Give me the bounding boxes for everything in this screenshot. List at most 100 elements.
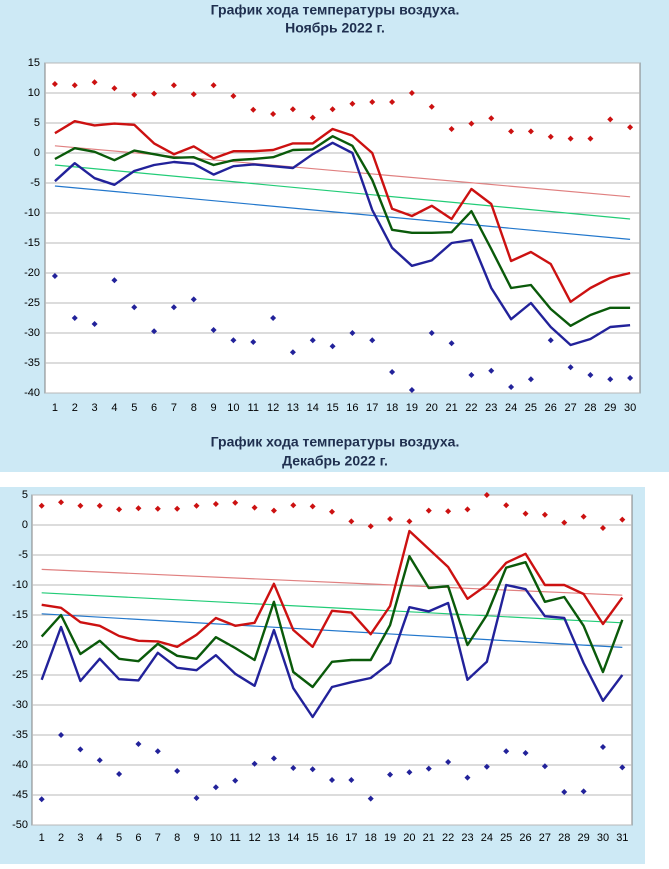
x-tick-label: 3	[92, 402, 98, 414]
x-tick-label: 6	[135, 832, 141, 844]
marker	[329, 343, 336, 350]
marker	[170, 82, 177, 89]
marker	[290, 502, 297, 509]
marker	[619, 516, 626, 523]
marker	[91, 79, 98, 86]
marker	[91, 321, 98, 327]
marker	[408, 387, 415, 393]
marker	[567, 364, 574, 371]
x-tick-label: 2	[72, 402, 78, 414]
marker	[406, 518, 413, 525]
x-tick-label: 7	[171, 402, 177, 414]
y-tick-label: 15	[28, 57, 40, 69]
x-tick-label: 8	[191, 402, 197, 414]
x-tick-label: 20	[426, 402, 438, 414]
x-tick-label: 14	[307, 402, 319, 414]
marker	[289, 106, 296, 113]
marker	[627, 124, 634, 131]
marker	[580, 513, 587, 520]
x-tick-label: 27	[539, 832, 551, 844]
marker	[508, 128, 515, 135]
x-tick-label: 20	[403, 832, 415, 844]
marker	[580, 788, 587, 795]
marker	[270, 315, 277, 321]
marker	[232, 777, 239, 784]
y-tick-label: 0	[22, 519, 28, 531]
x-tick-label: 17	[345, 832, 357, 844]
marker	[58, 732, 65, 738]
marker	[348, 518, 355, 525]
marker	[349, 100, 356, 107]
marker	[445, 508, 452, 515]
marker	[541, 511, 548, 518]
x-tick-label: 28	[584, 402, 596, 414]
marker	[309, 503, 316, 510]
x-tick-label: 15	[307, 832, 319, 844]
marker	[230, 337, 237, 344]
marker	[230, 93, 237, 99]
marker	[270, 507, 277, 514]
trend-line	[41, 613, 623, 648]
chart-subtitle: Декабрь 2022 г.	[282, 453, 388, 469]
chart-subtitle: Ноябрь 2022 г.	[285, 20, 385, 36]
marker	[210, 327, 217, 333]
marker	[38, 796, 45, 803]
marker	[483, 763, 490, 770]
x-tick-label: 16	[326, 832, 338, 844]
plot-area	[44, 62, 641, 394]
marker	[51, 81, 58, 87]
x-tick-label: 21	[423, 832, 435, 844]
y-tick-label: -20	[12, 639, 28, 651]
marker	[389, 99, 396, 105]
marker	[483, 492, 490, 498]
marker	[425, 507, 432, 514]
marker	[116, 771, 123, 777]
x-tick-label: 14	[287, 832, 299, 844]
marker	[522, 750, 529, 756]
marker	[131, 91, 138, 98]
x-tick-label: 9	[211, 402, 217, 414]
y-tick-label: -40	[12, 759, 28, 771]
marker	[367, 795, 374, 802]
x-tick-label: 13	[287, 402, 299, 414]
marker	[174, 505, 181, 512]
marker	[270, 111, 277, 117]
marker	[599, 525, 606, 531]
x-tick-label: 22	[442, 832, 454, 844]
x-tick-label: 1	[52, 402, 58, 414]
y-tick-label: -40	[24, 387, 40, 399]
y-tick-label: 5	[22, 489, 28, 501]
marker	[111, 85, 118, 92]
marker	[71, 315, 78, 321]
x-tick-label: 9	[193, 832, 199, 844]
trend-line	[41, 592, 623, 624]
marker	[77, 746, 84, 753]
x-tick-label: 18	[386, 402, 398, 414]
x-tick-label: 29	[577, 832, 589, 844]
marker	[503, 502, 510, 509]
marker	[111, 277, 118, 284]
marker	[116, 506, 123, 513]
x-tick-label: 30	[624, 402, 636, 414]
marker	[387, 516, 394, 522]
x-tick-label: 21	[445, 402, 457, 414]
marker	[587, 372, 594, 378]
y-tick-label: -10	[12, 579, 28, 591]
x-tick-label: 24	[505, 402, 517, 414]
marker	[251, 760, 258, 767]
marker	[329, 106, 336, 113]
marker	[464, 506, 471, 513]
x-tick-label: 7	[155, 832, 161, 844]
x-tick-label: 26	[519, 832, 531, 844]
x-tick-label: 1	[39, 832, 45, 844]
x-tick-label: 5	[131, 402, 137, 414]
x-tick-label: 19	[406, 402, 418, 414]
marker	[51, 273, 58, 279]
y-tick-label: -10	[24, 207, 40, 219]
x-tick-label: 10	[227, 402, 239, 414]
y-tick-label: 5	[34, 117, 40, 129]
marker	[58, 499, 65, 506]
marker	[174, 768, 181, 774]
marker	[627, 375, 634, 381]
